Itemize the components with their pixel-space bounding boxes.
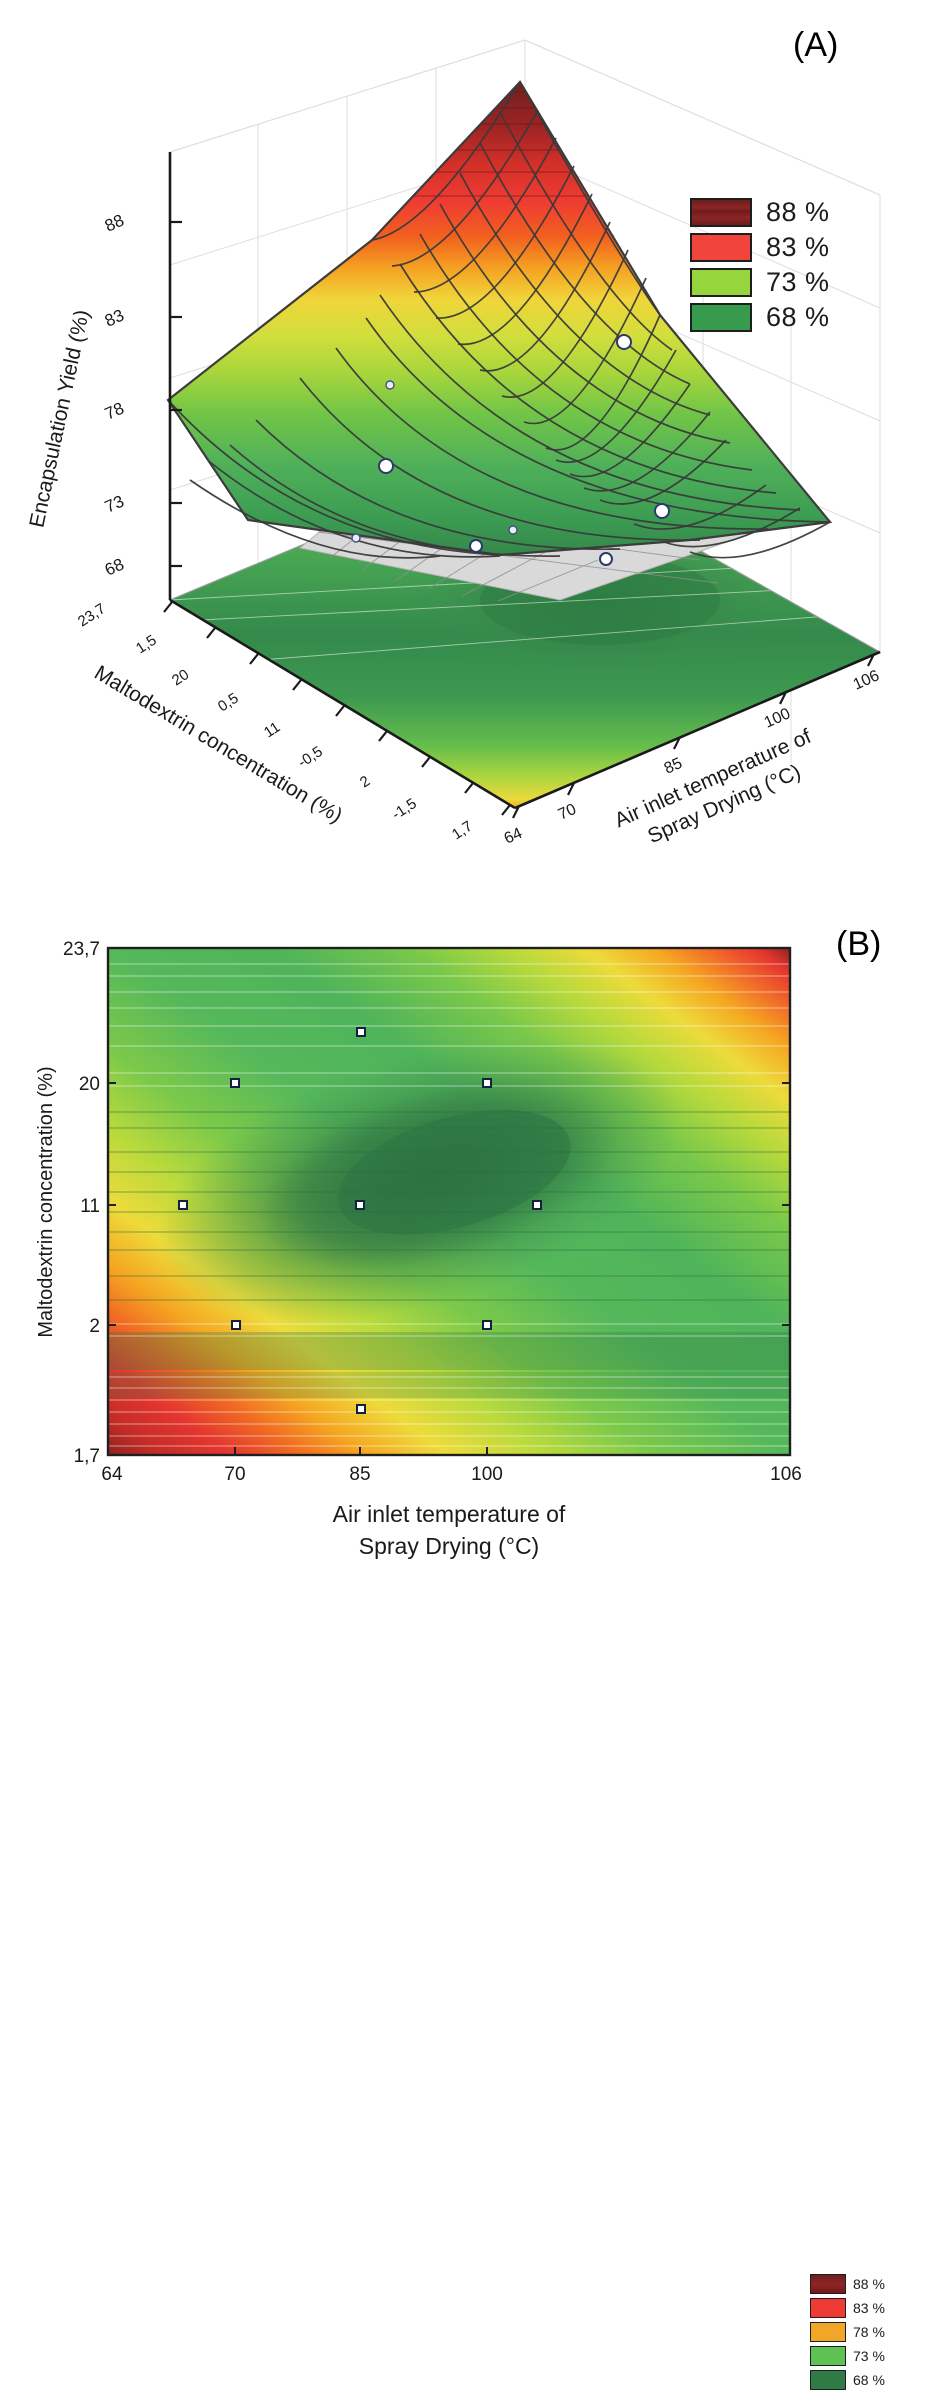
- legend-a-swatch-68: [690, 303, 752, 332]
- y-tick-b-20: 20: [79, 1074, 100, 1095]
- z-axis-title-a: Encapsulation Yield (%): [25, 308, 94, 530]
- panel-a-canvas: 88 83 78 73 68 Encapsulation Yield (%) 2…: [25, 39, 882, 848]
- z-tick-78: 78: [102, 399, 127, 424]
- y-tick-05: 0,5: [215, 690, 242, 716]
- x-tick-85: 85: [662, 755, 685, 778]
- x-axis-title-line2-b: Spray Drying (°C): [359, 1533, 539, 1559]
- design-points-a: [351, 334, 670, 566]
- y-tick-2: 2: [357, 773, 373, 792]
- data-point: [482, 1078, 492, 1088]
- x-tick-b-85: 85: [349, 1464, 370, 1485]
- panel-b-contour-plot: (B): [0, 880, 933, 2390]
- panel-b-label: (B): [836, 925, 882, 963]
- y-tick-11: 11: [261, 719, 283, 742]
- legend-b-label-88: 88 %: [853, 2275, 885, 2292]
- data-point: [356, 1027, 366, 1037]
- y-tick-b-17: 1,7: [74, 1446, 100, 1467]
- y-tick-b-237: 23,7: [63, 939, 100, 960]
- legend-b-label-83: 83 %: [853, 2299, 885, 2316]
- legend-b-row: 73 %: [810, 2344, 930, 2367]
- y-tick-20: 20: [169, 666, 192, 689]
- y-tick-b-11: 11: [80, 1196, 100, 1217]
- panel-a-surface-plot: (A): [0, 0, 933, 880]
- legend-a-row: 73 %: [690, 266, 890, 299]
- x-tick-labels-a: 64 70 85 100 106: [502, 667, 882, 847]
- x-axis-title-line1-b: Air inlet temperature of: [333, 1501, 566, 1527]
- legend-a-label-88: 88 %: [766, 197, 830, 227]
- y-axis-title-a: Maltodextrin concentration (%): [90, 661, 346, 827]
- x-axis-a: [512, 650, 881, 819]
- legend-b-label-73: 73 %: [853, 2347, 885, 2364]
- panel-b-canvas: 23,7 20 11 2 1,7 64 70 85 100 106: [35, 939, 802, 1559]
- y-axis-title-b: Maltodextrin concentration (%): [35, 1066, 57, 1337]
- legend-a: 88 % 83 % 73 % 68 %: [690, 196, 890, 336]
- legend-a-swatch-83: [690, 233, 752, 262]
- plot-frame-b: [106, 946, 792, 1457]
- y-tick-17: 1,7: [449, 818, 476, 844]
- y-tick-neg15: -1,5: [389, 795, 420, 823]
- x-tick-b-100: 100: [471, 1464, 503, 1485]
- legend-a-label-73: 73 %: [766, 267, 830, 297]
- legend-b-label-68: 68 %: [853, 2371, 885, 2388]
- legend-b-label-78: 78 %: [853, 2323, 885, 2340]
- legend-b-row: 78 %: [810, 2320, 930, 2343]
- legend-b-swatch-78: [810, 2321, 846, 2342]
- x-tick-labels-b: 64 70 85 100 106: [101, 1464, 801, 1485]
- legend-b-swatch-68: [810, 2369, 846, 2390]
- y-tick-labels-b: 23,7 20 11 2 1,7: [63, 939, 100, 1467]
- legend-a-label-68: 68 %: [766, 302, 830, 332]
- design-points-b: [178, 1027, 542, 1414]
- z-tick-68: 68: [102, 555, 127, 580]
- y-tick-neg05: -0,5: [295, 743, 326, 771]
- legend-b: 88 % 83 % 78 % 73 % 68 %: [810, 2272, 930, 2392]
- legend-b-row: 68 %: [810, 2368, 930, 2391]
- x-tick-70: 70: [556, 801, 579, 824]
- contour-field-b: [108, 948, 790, 1455]
- legend-a-swatch-88: [690, 198, 752, 227]
- panel-a-label: (A): [793, 26, 839, 64]
- legend-b-swatch-83: [810, 2297, 846, 2318]
- legend-a-row: 68 %: [690, 301, 890, 334]
- legend-b-row: 88 %: [810, 2272, 930, 2295]
- axis-ticks-b: [108, 947, 790, 1456]
- x-tick-b-106: 106: [770, 1464, 802, 1485]
- y-tick-b-2: 2: [89, 1316, 100, 1337]
- legend-b-swatch-73: [810, 2345, 846, 2366]
- z-axis-a: [168, 152, 182, 600]
- z-tick-88: 88: [102, 211, 127, 236]
- data-point: [482, 1320, 492, 1330]
- z-tick-83: 83: [102, 306, 127, 331]
- y-tick-15: 1,5: [133, 632, 160, 658]
- y-tick-237: 23,7: [75, 600, 109, 630]
- data-point: [532, 1200, 542, 1210]
- legend-b-row: 83 %: [810, 2296, 930, 2319]
- z-tick-73: 73: [102, 492, 127, 517]
- data-point: [230, 1078, 240, 1088]
- data-point: [178, 1200, 188, 1210]
- data-point: [355, 1200, 365, 1210]
- x-tick-100: 100: [762, 705, 793, 731]
- x-tick-b-64: 64: [101, 1464, 123, 1485]
- data-point: [231, 1320, 241, 1330]
- x-tick-64: 64: [502, 825, 525, 848]
- data-point: [356, 1404, 366, 1414]
- legend-a-label-83: 83 %: [766, 232, 830, 262]
- legend-b-swatch-88: [810, 2273, 846, 2294]
- x-tick-b-70: 70: [224, 1464, 245, 1485]
- z-tick-labels-a: 88 83 78 73 68: [102, 211, 127, 580]
- legend-a-swatch-73: [690, 268, 752, 297]
- legend-a-row: 88 %: [690, 196, 890, 229]
- y-axis-a: [163, 598, 516, 816]
- legend-a-row: 83 %: [690, 231, 890, 264]
- x-tick-106: 106: [851, 667, 882, 693]
